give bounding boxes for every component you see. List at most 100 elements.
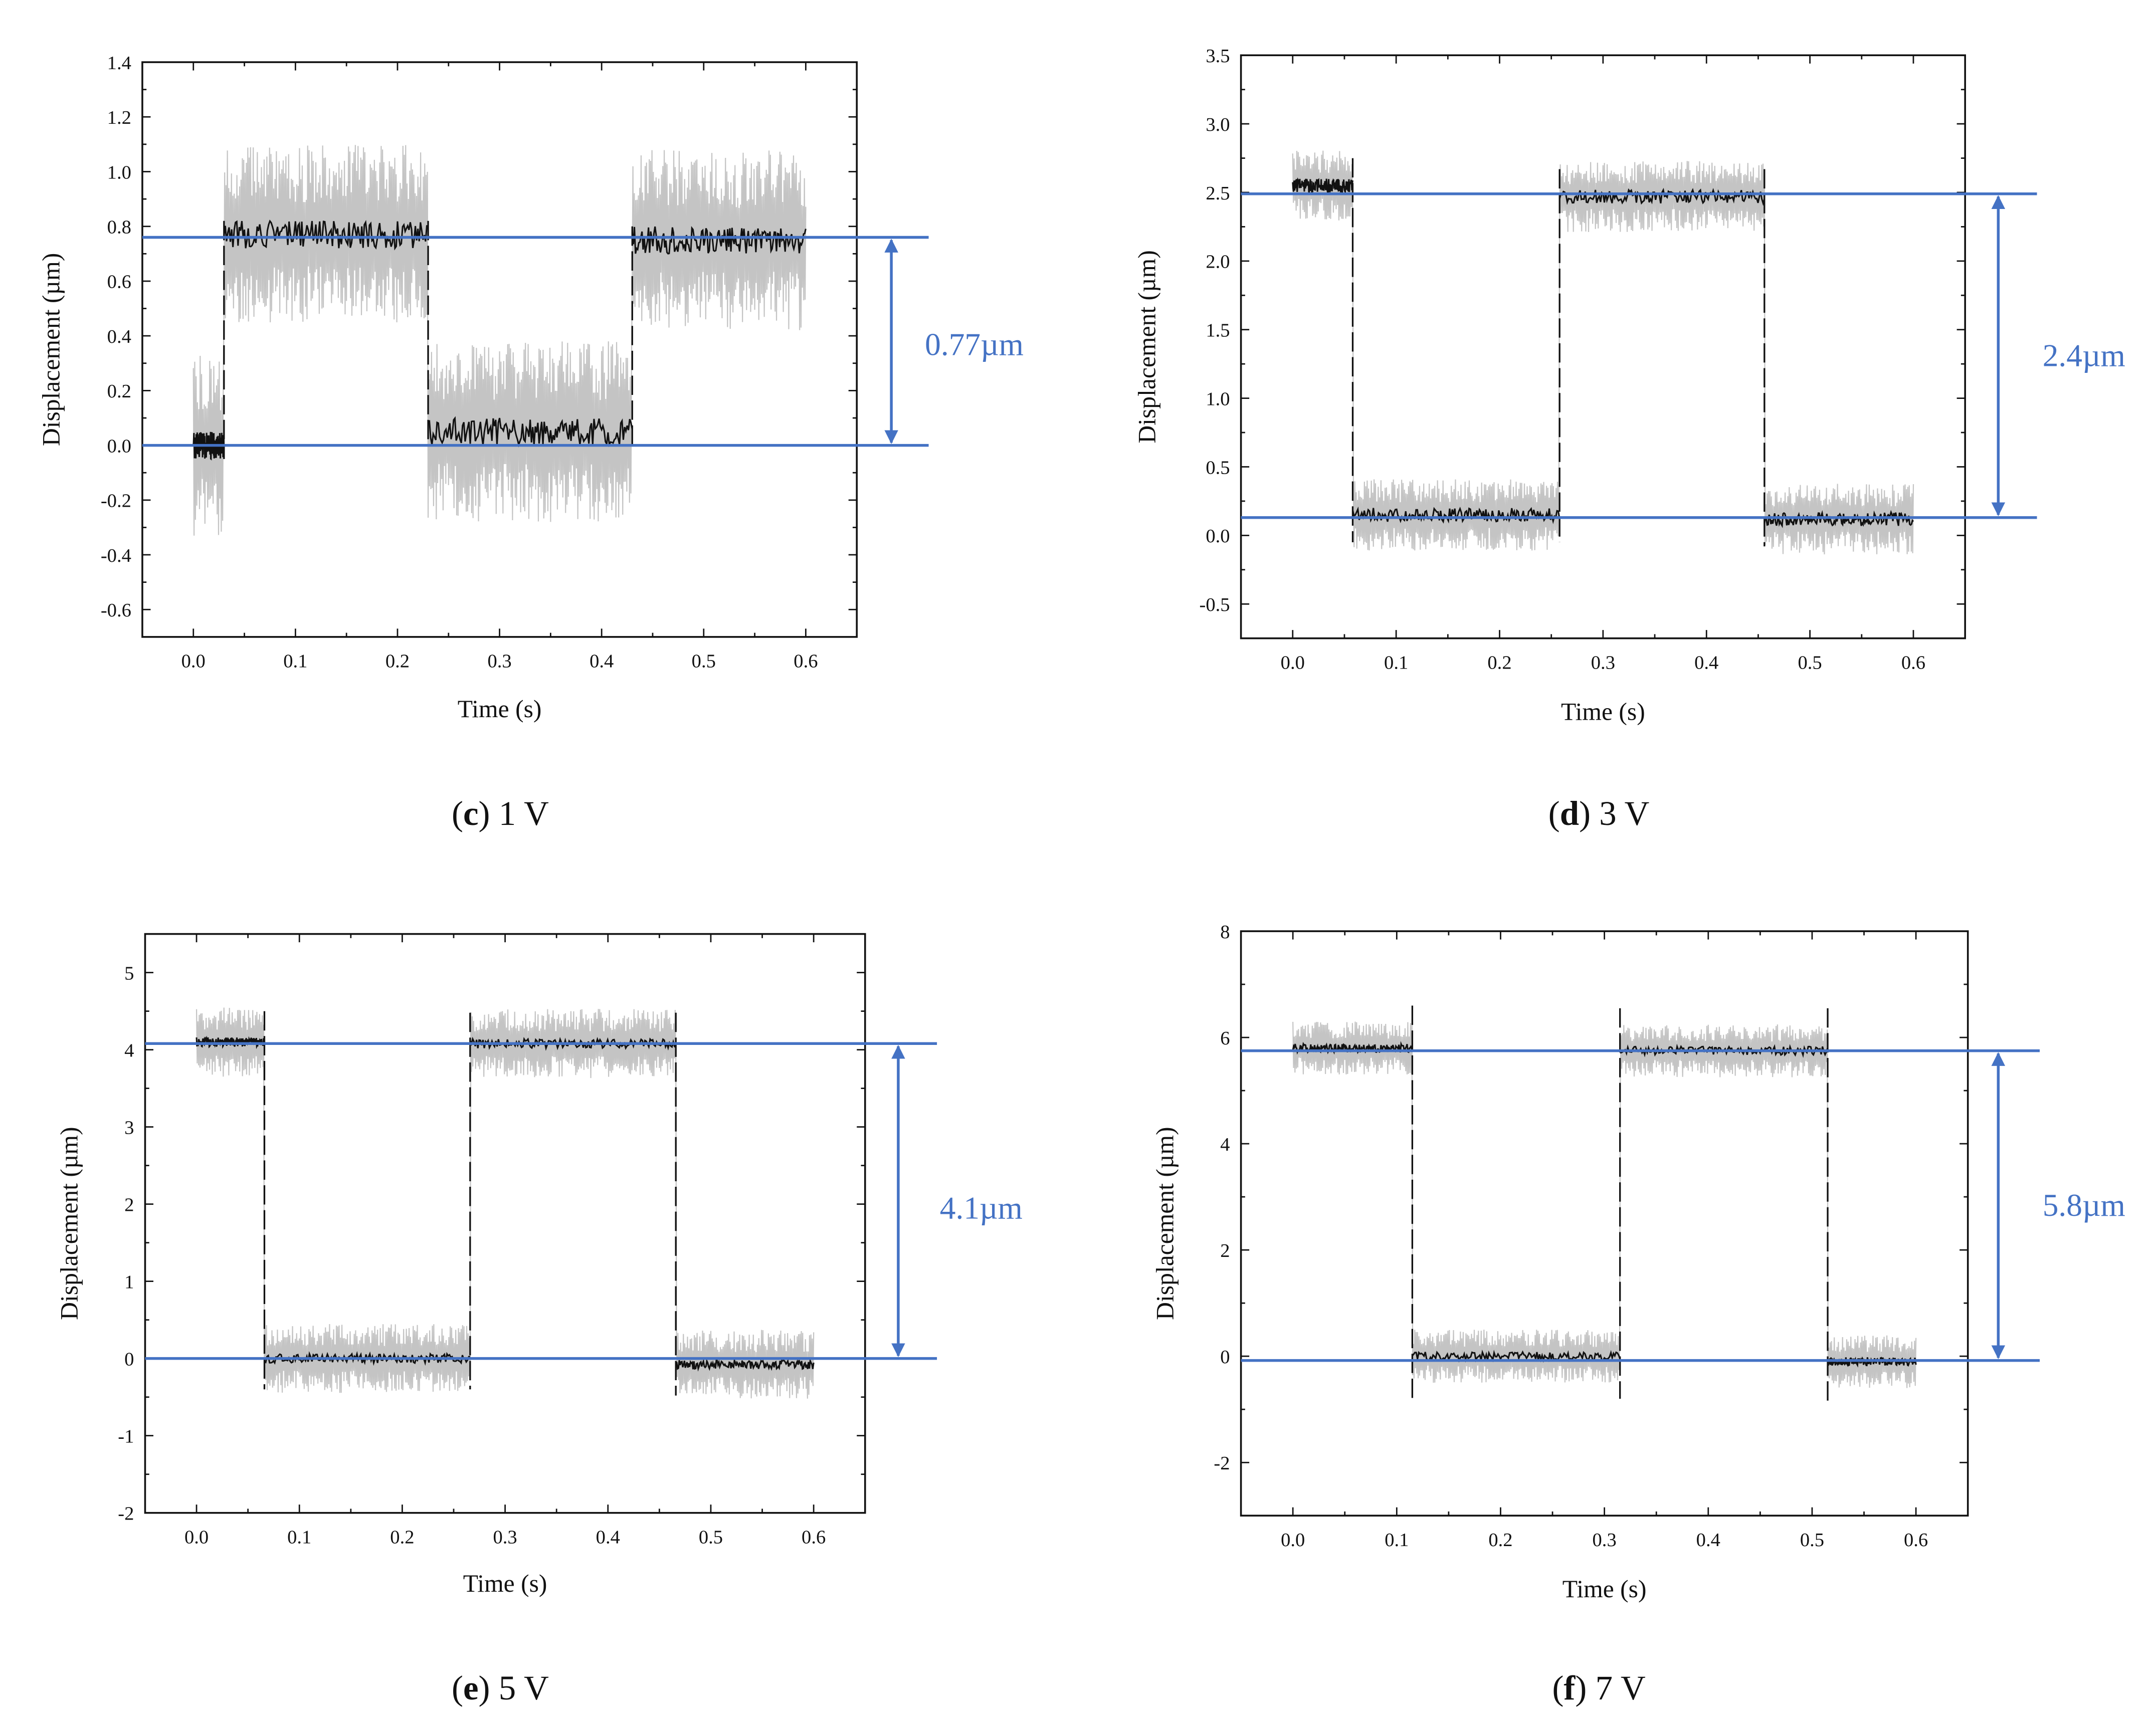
signal-segment <box>1292 177 1353 195</box>
x-tick-label: 0.6 <box>1904 1530 1928 1551</box>
x-tick-label: 0.5 <box>1800 1530 1824 1551</box>
x-tick-label: 0.5 <box>699 1527 723 1548</box>
x-tick-label: 0.1 <box>287 1527 311 1548</box>
caption-text: 7 V <box>1596 1669 1646 1707</box>
x-tick-label: 0.4 <box>1694 652 1718 673</box>
y-tick-label: 3 <box>124 1117 134 1138</box>
x-tick-label: 0.4 <box>1696 1530 1720 1551</box>
caption-letter: d <box>1560 794 1579 832</box>
caption-letter: c <box>463 794 479 832</box>
signal-segment <box>192 432 225 461</box>
chart-panel-d: 0.0 0.1 0.2 0.3 0.4 0.5 0.6 -0.5 0.0 0.5 1.0 1.5 2.0… <box>1133 46 2125 832</box>
caption-paren-open: ( <box>452 1669 463 1707</box>
signal-segment <box>1412 1349 1621 1363</box>
x-tick-label: 0.3 <box>493 1527 517 1548</box>
displacement-annotation: 0.77µm <box>925 327 1024 362</box>
signal-segment <box>428 416 633 448</box>
x-tick-label: 0.6 <box>794 651 818 672</box>
y-tick-label: 1 <box>124 1271 134 1293</box>
x-tick-label: 0.2 <box>390 1527 414 1548</box>
signal-segment <box>631 226 807 255</box>
y-tick-label: 1.2 <box>107 107 131 128</box>
y-tick-label: 4 <box>124 1040 134 1061</box>
y-tick-label: 1.5 <box>1206 320 1230 341</box>
caption-text: 1 V <box>499 794 549 832</box>
y-tick-label: 3.5 <box>1206 46 1230 67</box>
x-axis-title: Time (s) <box>1561 698 1645 725</box>
panel-caption: (c) 1 V <box>452 794 549 832</box>
displacement-annotation: 5.8µm <box>2043 1188 2125 1223</box>
x-tick-label: 0.1 <box>1385 1530 1409 1551</box>
y-tick-label: 0.0 <box>107 436 131 457</box>
x-tick-label: 0.6 <box>1901 652 1925 673</box>
caption-letter: f <box>1563 1669 1576 1707</box>
plot-frame <box>1240 930 1969 1517</box>
noise-trace <box>1292 1021 1917 1388</box>
y-tick-label: 0.6 <box>107 272 131 293</box>
y-tick-label: 1.4 <box>107 53 131 74</box>
x-tick-label: 0.3 <box>1593 1530 1617 1551</box>
y-axis-title: Displacement (µm) <box>1133 250 1161 443</box>
chart-panel-f: 0.0 0.1 0.2 0.3 0.4 0.5 0.6 -2 0 2 4 6 8 Time (s) Disp… <box>1151 922 2125 1707</box>
panel-caption: (f) 7 V <box>1552 1669 1645 1707</box>
x-tick-label: 0.2 <box>1488 1530 1512 1551</box>
y-tick-label: 0.5 <box>1206 457 1230 478</box>
x-tick-label: 0.5 <box>1798 652 1822 673</box>
signal-segment <box>469 1036 677 1051</box>
caption-text: 5 V <box>499 1669 549 1707</box>
x-tick-label: 0.6 <box>802 1527 826 1548</box>
x-axis-title: Time (s) <box>1562 1575 1647 1603</box>
y-axis-title: Displacement (µm) <box>38 253 65 446</box>
x-tick-label: 0.4 <box>596 1527 620 1548</box>
caption-letter: e <box>463 1669 479 1707</box>
y-tick-label: -1 <box>118 1426 134 1447</box>
y-tick-label: 0.0 <box>1206 526 1230 547</box>
y-tick-label: -0.6 <box>101 600 131 621</box>
y-tick-label: -0.5 <box>1199 594 1230 615</box>
x-tick-label: 0.0 <box>184 1527 209 1548</box>
caption-paren-open: ( <box>452 794 463 832</box>
y-tick-label: 2 <box>124 1194 134 1215</box>
plot-frame <box>1240 54 1966 639</box>
chart-panel-e: 0.0 0.1 0.2 0.3 0.4 0.5 0.6 -2 -1 0 1 2 3 4 5 Time (s) D… <box>55 933 1023 1707</box>
x-tick-label: 0.0 <box>1281 1530 1305 1551</box>
x-axis-title: Time (s) <box>458 695 542 723</box>
y-tick-label: -2 <box>118 1503 134 1524</box>
x-tick-label: 0.0 <box>1281 652 1305 673</box>
caption-paren-open: ( <box>1548 794 1560 832</box>
caption-paren-close: ) <box>1579 794 1599 832</box>
y-tick-label: -0.4 <box>101 545 131 566</box>
x-tick-label: 0.3 <box>487 651 511 672</box>
y-axis-title: Displacement (µm) <box>55 1127 83 1320</box>
caption-paren-close: ) <box>479 794 499 832</box>
y-tick-label: 0 <box>1220 1347 1230 1368</box>
x-tick-label: 0.2 <box>385 651 410 672</box>
x-tick-label: 0.5 <box>692 651 716 672</box>
y-tick-label: 0.2 <box>107 381 131 402</box>
signal-segment <box>1763 510 1914 528</box>
x-tick-label: 0.3 <box>1591 652 1615 673</box>
y-tick-label: 2 <box>1220 1240 1230 1261</box>
caption-paren-close: ) <box>1575 1669 1595 1707</box>
y-axis-title: Displacement (µm) <box>1151 1127 1179 1320</box>
chart-panel-c: 0.0 0.1 0.2 0.3 0.4 0.5 0.6 -0.6 -0.4 -0.2 0.0 0.2 0… <box>38 53 1024 832</box>
y-tick-label: 2.0 <box>1206 252 1230 273</box>
caption-paren-close: ) <box>479 1669 499 1707</box>
caption-paren-open: ( <box>1552 1669 1563 1707</box>
x-axis-title: Time (s) <box>463 1570 547 1597</box>
y-tick-label: 0 <box>124 1349 134 1370</box>
x-tick-label: 0.2 <box>1487 652 1511 673</box>
x-tick-label: 0.4 <box>590 651 614 672</box>
noise-trace <box>195 1007 815 1399</box>
y-tick-label: 0.4 <box>107 326 131 347</box>
plot-frame <box>141 61 858 638</box>
y-tick-label: 1.0 <box>107 162 131 183</box>
y-tick-label: -0.2 <box>101 491 131 512</box>
x-tick-label: 0.1 <box>1384 652 1408 673</box>
signal-trace-group <box>1292 158 1914 547</box>
signal-segment <box>675 1358 815 1372</box>
y-tick-label: 3.0 <box>1206 114 1230 135</box>
displacement-annotation: 2.4µm <box>2043 338 2125 373</box>
y-tick-label: 0.8 <box>107 217 131 238</box>
